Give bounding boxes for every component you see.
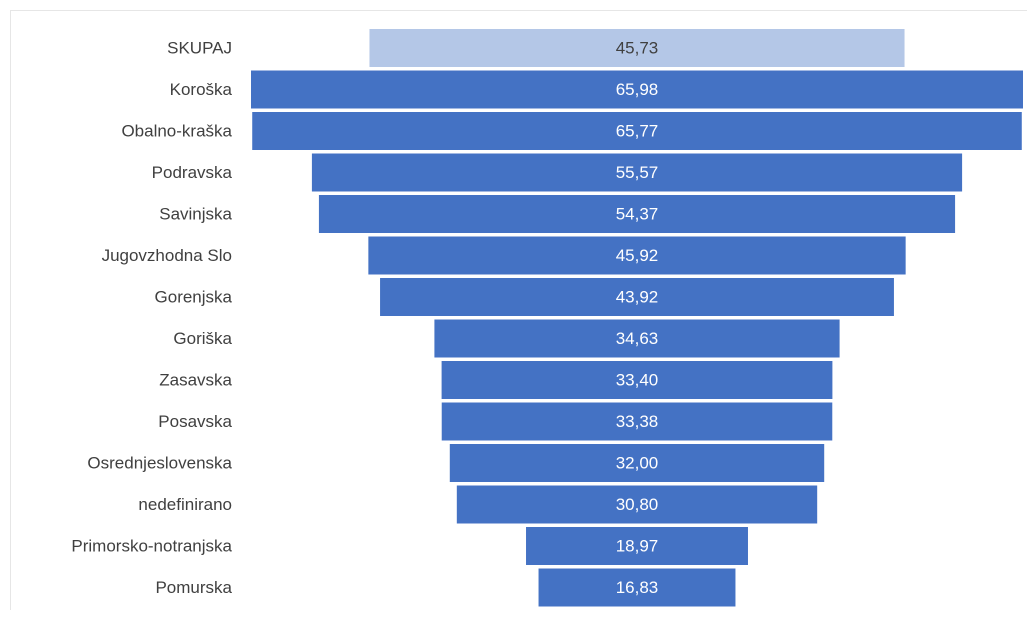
funnel-bar (252, 112, 1022, 150)
funnel-bar (311, 153, 963, 192)
data-label: 65,77 (616, 122, 659, 141)
funnel-bar (368, 236, 906, 275)
category-label: Koroška (170, 80, 233, 99)
funnel-bar (456, 485, 818, 524)
funnel-bar (526, 527, 748, 565)
funnel-bar (441, 361, 833, 399)
category-label: Obalno-kraška (121, 122, 232, 141)
total-bar (369, 29, 905, 67)
funnel-bar (449, 444, 825, 482)
category-label: Zasavska (159, 371, 232, 390)
data-label: 45,73 (616, 39, 659, 58)
funnel-bar (434, 319, 840, 358)
category-label: SKUPAJ (167, 39, 232, 58)
funnel-bar (251, 70, 1023, 109)
frame-border-top (10, 10, 1027, 11)
category-label: Primorsko-notranjska (71, 537, 232, 556)
data-label: 33,38 (616, 412, 659, 431)
funnel-bar (318, 195, 956, 233)
category-label: Posavska (158, 412, 232, 431)
category-label: Goriška (173, 329, 232, 348)
data-label: 32,00 (616, 454, 659, 473)
data-label: 65,98 (616, 80, 659, 99)
data-label: 45,92 (616, 246, 659, 265)
funnel-bar (441, 402, 833, 441)
data-label: 30,80 (616, 495, 659, 514)
category-label: Pomurska (155, 578, 232, 597)
frame-border-left (10, 10, 11, 610)
data-label: 54,37 (616, 205, 659, 224)
data-label: 34,63 (616, 329, 659, 348)
data-label: 33,40 (616, 371, 659, 390)
funnel-bar (380, 278, 894, 316)
data-label: 16,83 (616, 578, 659, 597)
data-label: 18,97 (616, 537, 659, 556)
data-label: 43,92 (616, 288, 659, 307)
data-label: 55,57 (616, 163, 659, 182)
category-label: nedefinirano (138, 495, 232, 514)
category-label: Savinjska (159, 205, 232, 224)
category-label: Jugovzhodna Slo (102, 246, 232, 265)
funnel-bar (538, 568, 736, 607)
category-label: Gorenjska (155, 288, 233, 307)
category-label: Osrednjeslovenska (87, 454, 232, 473)
category-label: Podravska (152, 163, 233, 182)
